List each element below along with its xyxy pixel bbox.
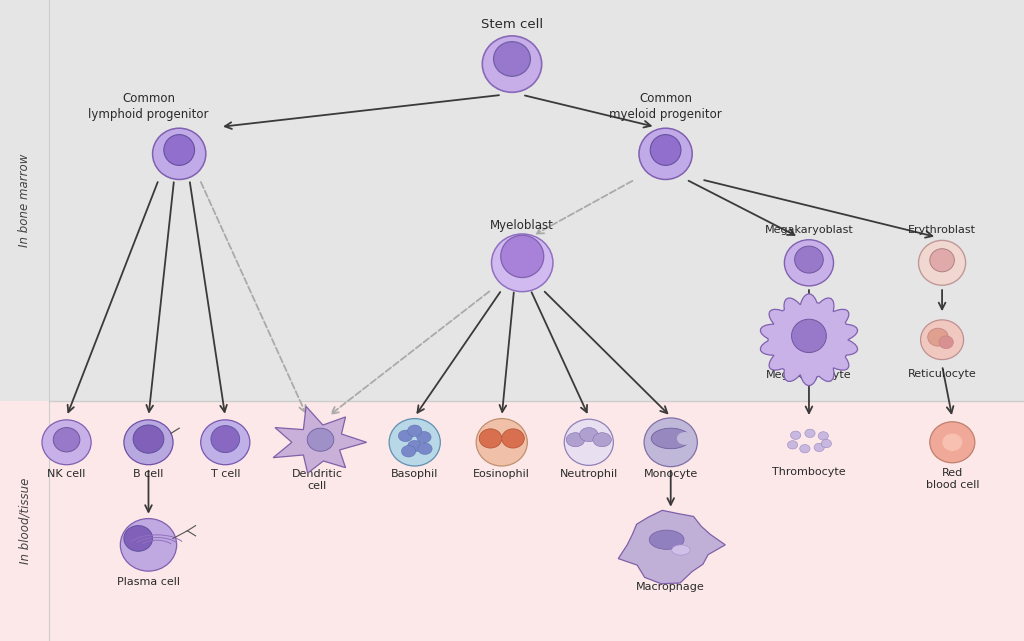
Text: In bone marrow: In bone marrow: [18, 154, 31, 247]
Ellipse shape: [814, 444, 824, 451]
Ellipse shape: [784, 240, 834, 286]
Text: NK cell: NK cell: [47, 469, 86, 479]
Ellipse shape: [939, 336, 953, 349]
Ellipse shape: [644, 418, 697, 467]
Ellipse shape: [494, 42, 530, 76]
Text: Common
myeloid progenitor: Common myeloid progenitor: [609, 92, 722, 121]
Ellipse shape: [928, 328, 948, 346]
Ellipse shape: [501, 235, 544, 278]
Ellipse shape: [133, 425, 164, 453]
Ellipse shape: [791, 431, 801, 440]
Text: Reticulocyte: Reticulocyte: [907, 369, 977, 379]
Text: Megakaryoblast: Megakaryoblast: [765, 224, 853, 235]
Text: Monocyte: Monocyte: [644, 469, 697, 479]
Ellipse shape: [930, 422, 975, 463]
Text: Stem cell: Stem cell: [481, 18, 543, 31]
Ellipse shape: [502, 429, 524, 448]
Ellipse shape: [417, 431, 431, 443]
Ellipse shape: [677, 432, 693, 445]
Polygon shape: [273, 406, 367, 473]
Ellipse shape: [566, 433, 585, 447]
Ellipse shape: [307, 428, 334, 451]
Ellipse shape: [482, 36, 542, 92]
Text: Red
blood cell: Red blood cell: [926, 468, 979, 490]
Ellipse shape: [398, 430, 413, 442]
Ellipse shape: [649, 530, 684, 549]
Ellipse shape: [121, 519, 176, 571]
Ellipse shape: [418, 443, 432, 454]
Polygon shape: [618, 510, 725, 584]
Text: Eosinophil: Eosinophil: [473, 469, 530, 479]
Ellipse shape: [593, 433, 611, 447]
Ellipse shape: [401, 445, 416, 457]
Ellipse shape: [164, 135, 195, 165]
Text: B cell: B cell: [133, 469, 164, 479]
Ellipse shape: [921, 320, 964, 360]
Ellipse shape: [930, 249, 954, 272]
Ellipse shape: [792, 319, 826, 353]
Ellipse shape: [389, 419, 440, 466]
Ellipse shape: [408, 425, 422, 437]
Ellipse shape: [53, 428, 80, 452]
Ellipse shape: [795, 246, 823, 273]
Ellipse shape: [153, 128, 206, 179]
Ellipse shape: [479, 429, 502, 448]
Text: Megakaryocyte: Megakaryocyte: [766, 370, 852, 381]
Ellipse shape: [124, 526, 153, 551]
Ellipse shape: [564, 419, 613, 465]
Ellipse shape: [919, 240, 966, 285]
Ellipse shape: [818, 432, 828, 440]
Ellipse shape: [211, 426, 240, 453]
Ellipse shape: [651, 428, 690, 449]
Ellipse shape: [476, 419, 527, 466]
Ellipse shape: [201, 420, 250, 465]
Text: In blood/tissue: In blood/tissue: [18, 478, 31, 564]
Text: Plasma cell: Plasma cell: [117, 577, 180, 587]
Text: Dendritic
cell: Dendritic cell: [292, 469, 343, 491]
Text: Common
lymphoid progenitor: Common lymphoid progenitor: [88, 92, 209, 121]
Text: Macrophage: Macrophage: [636, 582, 706, 592]
Text: Neutrophil: Neutrophil: [560, 469, 617, 479]
Ellipse shape: [124, 420, 173, 465]
Ellipse shape: [650, 135, 681, 165]
Ellipse shape: [42, 420, 91, 465]
Ellipse shape: [800, 445, 810, 453]
Polygon shape: [761, 294, 858, 386]
Text: T cell: T cell: [211, 469, 240, 479]
Text: Thrombocyte: Thrombocyte: [772, 467, 846, 477]
Ellipse shape: [492, 234, 553, 292]
Ellipse shape: [408, 440, 422, 452]
Text: Basophil: Basophil: [391, 469, 438, 479]
Ellipse shape: [580, 428, 598, 442]
Ellipse shape: [672, 545, 690, 555]
Ellipse shape: [805, 429, 815, 437]
Ellipse shape: [639, 128, 692, 179]
Ellipse shape: [942, 433, 963, 451]
Ellipse shape: [821, 440, 831, 447]
Bar: [0, 401, 1024, 641]
Text: Myeloblast: Myeloblast: [490, 219, 554, 232]
Text: Erythroblast: Erythroblast: [908, 224, 976, 235]
Ellipse shape: [787, 441, 798, 449]
